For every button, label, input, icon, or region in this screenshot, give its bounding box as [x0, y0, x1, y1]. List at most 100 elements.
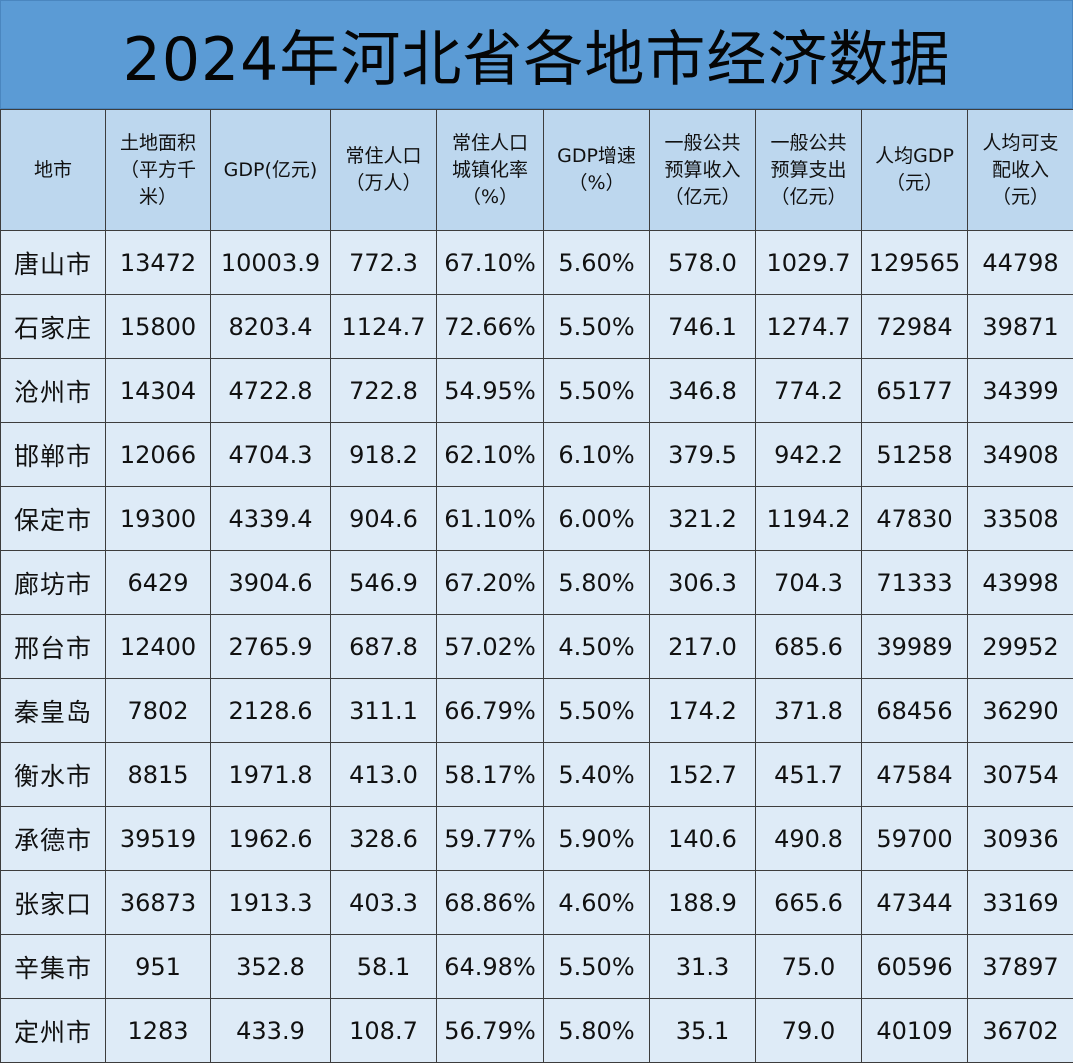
data-cell: 918.2	[330, 422, 437, 487]
data-cell: 328.6	[330, 806, 437, 871]
data-cell: 1913.3	[210, 870, 331, 935]
city-name-cell: 沧州市	[0, 358, 106, 423]
data-cell: 14304	[105, 358, 211, 423]
data-cell: 5.50%	[543, 678, 650, 743]
data-cell: 140.6	[649, 806, 756, 871]
table-row: 石家庄 15800 8203.4 1124.7 72.66% 5.50% 746.1 1274…	[0, 294, 1073, 359]
table-row: 邢台市 12400 2765.9 687.8 57.02% 4.50% 217.0 685.6…	[0, 614, 1073, 679]
table-row: 衡水市 8815 1971.8 413.0 58.17% 5.40% 152.7 451.7 4…	[0, 742, 1073, 807]
data-cell: 704.3	[755, 550, 862, 615]
data-cell: 65177	[861, 358, 968, 423]
data-cell: 4.50%	[543, 614, 650, 679]
data-cell: 6429	[105, 550, 211, 615]
data-cell: 12400	[105, 614, 211, 679]
data-cell: 72984	[861, 294, 968, 359]
data-cell: 57.02%	[436, 614, 544, 679]
data-cell: 72.66%	[436, 294, 544, 359]
city-name-cell: 唐山市	[0, 230, 106, 295]
data-cell: 62.10%	[436, 422, 544, 487]
data-cell: 59700	[861, 806, 968, 871]
data-cell: 1971.8	[210, 742, 331, 807]
column-header-7: 一般公共 预算支出 （亿元）	[755, 109, 862, 231]
city-name-cell: 石家庄	[0, 294, 106, 359]
data-cell: 578.0	[649, 230, 756, 295]
data-cell: 129565	[861, 230, 968, 295]
city-name-cell: 廊坊市	[0, 550, 106, 615]
data-cell: 546.9	[330, 550, 437, 615]
data-cell: 66.79%	[436, 678, 544, 743]
data-cell: 58.17%	[436, 742, 544, 807]
data-cell: 34908	[967, 422, 1073, 487]
column-header-3: 常住人口 （万人）	[330, 109, 437, 231]
city-name-cell: 衡水市	[0, 742, 106, 807]
data-cell: 29952	[967, 614, 1073, 679]
data-cell: 403.3	[330, 870, 437, 935]
data-cell: 451.7	[755, 742, 862, 807]
data-cell: 5.80%	[543, 550, 650, 615]
data-cell: 56.79%	[436, 998, 544, 1063]
data-cell: 722.8	[330, 358, 437, 423]
data-cell: 47344	[861, 870, 968, 935]
data-cell: 174.2	[649, 678, 756, 743]
data-cell: 12066	[105, 422, 211, 487]
table-row: 秦皇岛 7802 2128.6 311.1 66.79% 5.50% 174.2 371.8 6…	[0, 678, 1073, 743]
column-header-9: 人均可支 配收入 （元）	[967, 109, 1073, 231]
table-row: 保定市 19300 4339.4 904.6 61.10% 6.00% 321.2 1194.…	[0, 486, 1073, 551]
data-cell: 5.40%	[543, 742, 650, 807]
data-cell: 2128.6	[210, 678, 331, 743]
data-cell: 60596	[861, 934, 968, 999]
data-cell: 904.6	[330, 486, 437, 551]
data-cell: 413.0	[330, 742, 437, 807]
city-name-cell: 承德市	[0, 806, 106, 871]
data-cell: 6.00%	[543, 486, 650, 551]
data-cell: 665.6	[755, 870, 862, 935]
data-cell: 51258	[861, 422, 968, 487]
data-cell: 33508	[967, 486, 1073, 551]
city-name-cell: 定州市	[0, 998, 106, 1063]
data-cell: 59.77%	[436, 806, 544, 871]
data-cell: 5.50%	[543, 294, 650, 359]
data-cell: 1283	[105, 998, 211, 1063]
data-cell: 7802	[105, 678, 211, 743]
data-cell: 5.80%	[543, 998, 650, 1063]
data-cell: 30754	[967, 742, 1073, 807]
data-cell: 8815	[105, 742, 211, 807]
table-row: 沧州市 14304 4722.8 722.8 54.95% 5.50% 346.8 774.2…	[0, 358, 1073, 423]
data-cell: 5.60%	[543, 230, 650, 295]
table-row: 廊坊市 6429 3904.6 546.9 67.20% 5.80% 306.3 704.3 7…	[0, 550, 1073, 615]
data-cell: 68.86%	[436, 870, 544, 935]
data-cell: 5.50%	[543, 358, 650, 423]
data-cell: 311.1	[330, 678, 437, 743]
data-cell: 75.0	[755, 934, 862, 999]
column-header-5: GDP增速 （%）	[543, 109, 650, 231]
table-title: 2024年河北省各地市经济数据	[122, 25, 951, 95]
data-cell: 33169	[967, 870, 1073, 935]
city-name-cell: 保定市	[0, 486, 106, 551]
data-cell: 13472	[105, 230, 211, 295]
data-cell: 217.0	[649, 614, 756, 679]
city-name-cell: 邢台市	[0, 614, 106, 679]
data-cell: 490.8	[755, 806, 862, 871]
column-header-0: 地市	[0, 109, 106, 231]
data-cell: 3904.6	[210, 550, 331, 615]
table-row: 辛集市 951 352.8 58.1 64.98% 5.50% 31.3 75.0 60596 3…	[0, 934, 1073, 999]
data-cell: 371.8	[755, 678, 862, 743]
data-cell: 39519	[105, 806, 211, 871]
column-header-label: 人均GDP （元）	[875, 145, 954, 194]
data-cell: 35.1	[649, 998, 756, 1063]
data-cell: 40109	[861, 998, 968, 1063]
data-cell: 44798	[967, 230, 1073, 295]
data-cell: 2765.9	[210, 614, 331, 679]
column-header-4: 常住人口 城镇化率 （%）	[436, 109, 544, 231]
data-cell: 746.1	[649, 294, 756, 359]
city-name-cell: 邯郸市	[0, 422, 106, 487]
table-row: 唐山市 13472 10003.9 772.3 67.10% 5.60% 578.0 1029…	[0, 230, 1073, 295]
data-cell: 47584	[861, 742, 968, 807]
data-cell: 346.8	[649, 358, 756, 423]
data-cell: 39989	[861, 614, 968, 679]
data-cell: 4722.8	[210, 358, 331, 423]
title-bar: 2024年河北省各地市经济数据	[0, 0, 1073, 109]
data-cell: 67.20%	[436, 550, 544, 615]
data-cell: 1194.2	[755, 486, 862, 551]
